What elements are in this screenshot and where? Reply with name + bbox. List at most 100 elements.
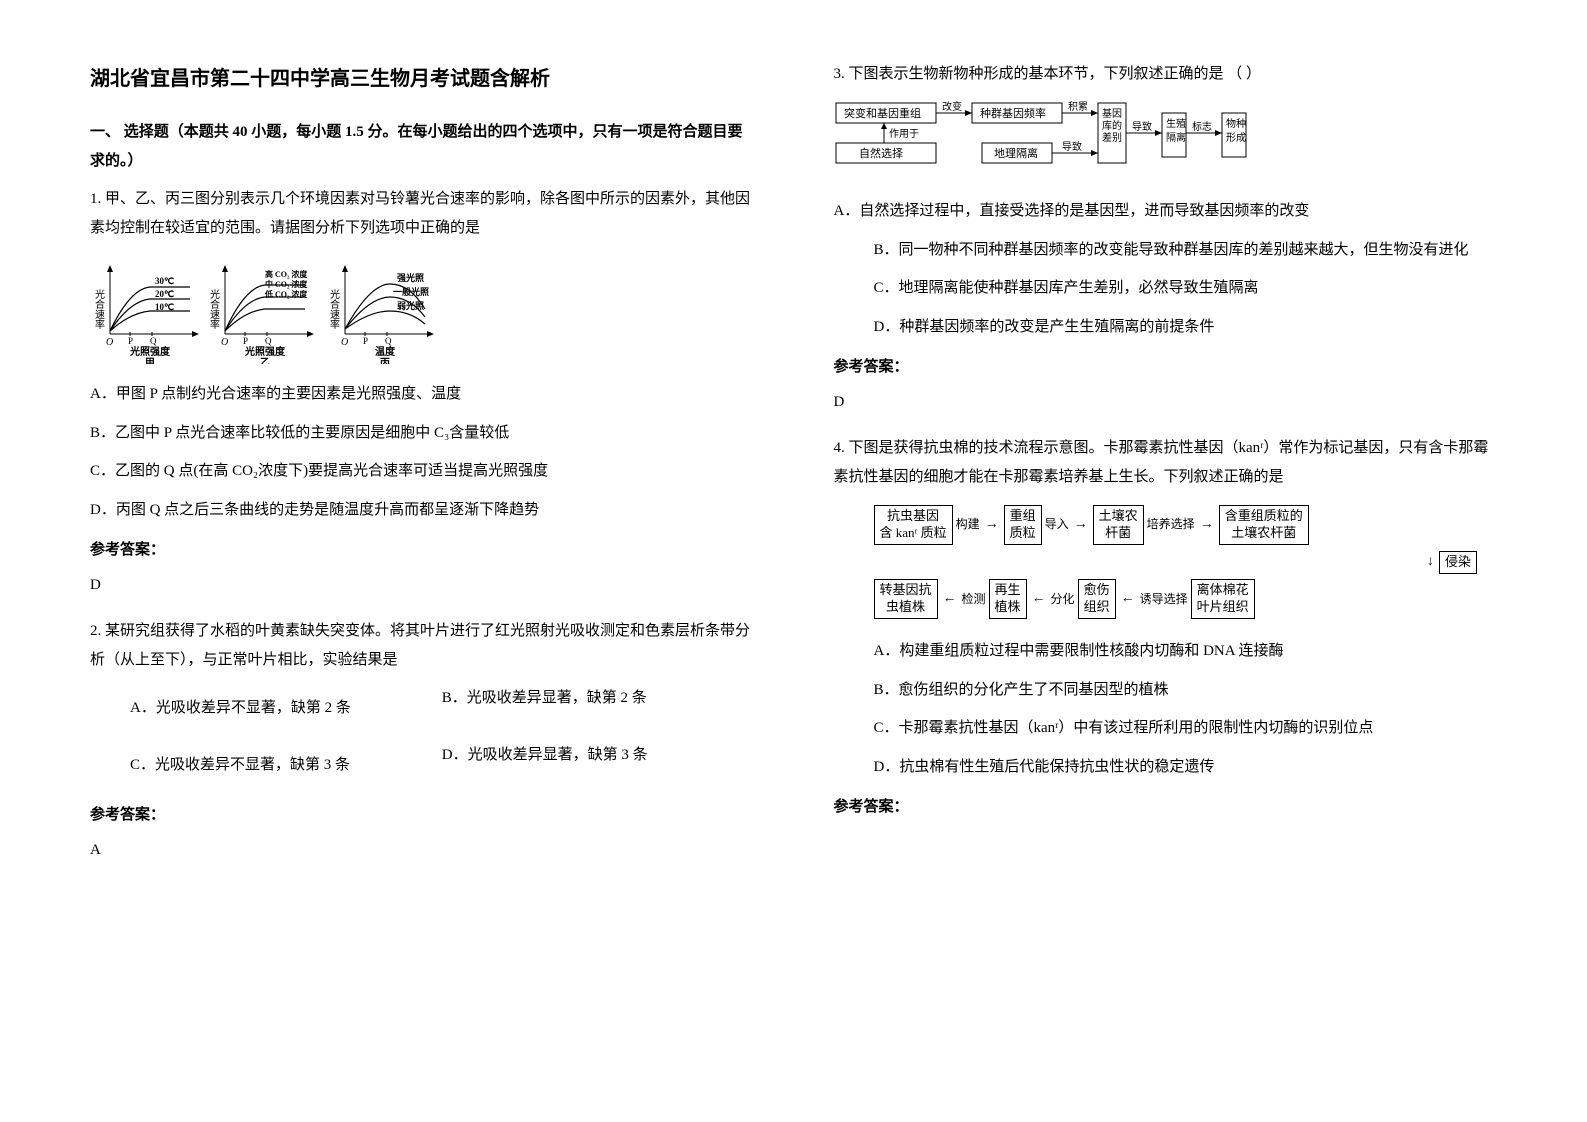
page-title: 湖北省宜昌市第二十四中学高三生物月考试题含解析	[90, 60, 754, 98]
q2-text: 2. 某研究组获得了水稻的叶黄素缺失突变体。将其叶片进行了红光照射光吸收测定和色…	[90, 617, 754, 674]
q3-box-0: 突变和基因重组	[844, 106, 921, 120]
q3-answer: D	[834, 388, 1498, 417]
q3-opt-c: C．地理隔离能使种群基因库产生差别，必然导致生殖隔离	[874, 274, 1498, 303]
svg-text:P: P	[128, 336, 133, 346]
q4-row2: 转基因抗虫植株 ← 检测 再生植株 ← 分化 愈伤组织 ← 诱导选择 离体棉花叶…	[874, 579, 1498, 619]
question-2: 2. 某研究组获得了水稻的叶黄素缺失突变体。将其叶片进行了红光照射光吸收测定和色…	[90, 617, 754, 864]
q4-box-gene: 抗虫基因含 kanʳ 质粒	[874, 505, 953, 545]
svg-text:10℃: 10℃	[155, 302, 174, 312]
q4-box-plant: 转基因抗虫植株	[874, 579, 938, 619]
arrow-right-icon: →	[1072, 512, 1090, 539]
q3-box-5: 自然选择	[859, 146, 903, 160]
arrow-left-icon: ←	[1030, 586, 1048, 613]
q4-lbl-induce: 诱导选择	[1140, 588, 1188, 611]
q4-lbl-test: 检测	[962, 588, 986, 611]
q1-opt-c: C．乙图的 Q 点(在高 CO₂浓度下)要提高光合速率可适当提高光照强度	[90, 457, 754, 486]
svg-text:P: P	[363, 336, 368, 346]
q4-box-regen: 再生植株	[989, 579, 1027, 619]
svg-text:光照强度: 光照强度	[129, 345, 171, 358]
svg-text:作用于: 作用于	[889, 128, 919, 140]
arrow-right-icon: →	[1198, 512, 1216, 539]
q4-opt-a: A．构建重组质粒过程中需要限制性核酸内切酶和 DNA 连接酶	[874, 637, 1498, 666]
svg-text:差别: 差别	[1102, 131, 1122, 144]
svg-text:温度: 温度	[375, 345, 396, 358]
q4-box-callus: 愈伤组织	[1078, 579, 1116, 619]
svg-text:P: P	[243, 336, 248, 346]
q4-box-bacteria: 土壤农杆菌	[1093, 505, 1144, 545]
q1-opt-a: A．甲图 P 点制约光合速率的主要因素是光照强度、温度	[90, 380, 754, 409]
svg-text:低 CO₂ 浓度: 低 CO₂ 浓度	[264, 289, 308, 299]
q1-text: 1. 甲、乙、丙三图分别表示几个环境因素对马铃薯光合速率的影响，除各图中所示的因…	[90, 185, 754, 242]
q2-opt-a: A．光吸收差异不显著，缺第 2 条	[130, 694, 442, 723]
q3-diagram: 突变和基因重组 自然选择 作用于 改变 种群基因频率 地理隔离 积累	[834, 99, 1498, 182]
svg-text:O: O	[221, 337, 228, 348]
q3-box-6: 地理隔离	[994, 146, 1038, 160]
section-header: 一、 选择题（本题共 40 小题，每小题 1.5 分。在每小题给出的四个选项中，…	[90, 118, 754, 175]
q4-lbl-diff: 分化	[1051, 588, 1075, 611]
q4-lbl-import: 导入	[1045, 513, 1069, 536]
svg-text:光合速率: 光合速率	[208, 288, 220, 330]
svg-text:丙: 丙	[380, 357, 390, 364]
svg-text:导致: 导致	[1062, 140, 1082, 153]
svg-text:物种: 物种	[1226, 117, 1246, 130]
q4-box-recomb: 含重组质粒的土壤农杆菌	[1219, 505, 1309, 545]
q2-opt-row1: A．光吸收差异不显著，缺第 2 条 B．光吸收差异显著，缺第 2 条	[90, 684, 754, 733]
svg-text:导致: 导致	[1132, 120, 1152, 133]
q1-opt-d: D．丙图 Q 点之后三条曲线的走势是随温度升高而都呈逐渐下降趋势	[90, 496, 754, 525]
q2-opt-c: C．光吸收差异不显著，缺第 3 条	[130, 751, 442, 780]
q1-answer-label: 参考答案：	[90, 536, 754, 565]
q3-opt-b: B．同一物种不同种群基因频率的改变能导致种群基因库的差别越来越大，但生物没有进化	[874, 236, 1498, 265]
q4-mid: ↓ 侵染	[874, 549, 1498, 576]
svg-text:隔离: 隔离	[1166, 131, 1186, 144]
question-4: 4. 下图是获得抗虫棉的技术流程示意图。卡那霉素抗性基因（kanʳ）常作为标记基…	[834, 434, 1498, 822]
q3-box-1: 种群基因频率	[980, 106, 1046, 120]
svg-text:甲: 甲	[145, 357, 155, 364]
q4-row1: 抗虫基因含 kanʳ 质粒 构建 → 重组质粒 导入 → 土壤农杆菌 培养选择 …	[874, 505, 1498, 545]
svg-text:弱光照: 弱光照	[397, 300, 424, 311]
q1-opt-b: B．乙图中 P 点光合速率比较低的主要原因是细胞中 C₃含量较低	[90, 419, 754, 448]
svg-text:标志: 标志	[1192, 120, 1212, 133]
svg-text:光照强度: 光照强度	[244, 345, 286, 358]
q2-answer-label: 参考答案：	[90, 801, 754, 830]
q3-answer-label: 参考答案：	[834, 353, 1498, 382]
q4-box-plasmid: 重组质粒	[1004, 505, 1042, 545]
q3-opt-d: D．种群基因频率的改变是产生生殖隔离的前提条件	[874, 313, 1498, 342]
svg-text:O: O	[341, 337, 348, 348]
q1-chart: 光合速率 30℃ 20℃ 10℃ O P Q 光照强度	[90, 254, 754, 364]
svg-text:形成: 形成	[1226, 132, 1246, 144]
arrow-down-icon: ↓	[1425, 549, 1436, 576]
q4-opt-c: C．卡那霉素抗性基因（kanʳ）中有该过程所利用的限制性内切酶的识别位点	[874, 714, 1498, 743]
svg-text:Q: Q	[385, 336, 392, 346]
right-column: 3. 下图表示生物新物种形成的基本环节，下列叙述正确的是 （ ） 突变和基因重组…	[834, 60, 1498, 1062]
svg-text:中 CO₂ 浓度: 中 CO₂ 浓度	[265, 279, 308, 289]
q2-opt-d: D．光吸收差异显著，缺第 3 条	[442, 741, 754, 790]
q3-opt-a: A．自然选择过程中，直接受选择的是基因型，进而导致基因频率的改变	[834, 197, 1498, 226]
svg-text:20℃: 20℃	[155, 289, 174, 299]
q4-diagram: 抗虫基因含 kanʳ 质粒 构建 → 重组质粒 导入 → 土壤农杆菌 培养选择 …	[874, 505, 1498, 619]
svg-text:生殖: 生殖	[1166, 117, 1186, 130]
svg-text:一般光照: 一般光照	[393, 286, 429, 297]
left-column: 湖北省宜昌市第二十四中学高三生物月考试题含解析 一、 选择题（本题共 40 小题…	[90, 60, 754, 1062]
svg-text:库的: 库的	[1102, 119, 1122, 132]
q4-opt-d: D．抗虫棉有性生殖后代能保持抗虫性状的稳定遗传	[874, 753, 1498, 782]
q4-text: 4. 下图是获得抗虫棉的技术流程示意图。卡那霉素抗性基因（kanʳ）常作为标记基…	[834, 434, 1498, 491]
arrow-left-icon: ←	[1119, 586, 1137, 613]
q4-lbl-select: 培养选择	[1147, 513, 1195, 536]
svg-text:30℃: 30℃	[155, 276, 174, 286]
svg-text:光合速率: 光合速率	[93, 288, 105, 330]
svg-text:O: O	[106, 337, 113, 348]
q4-box-infect: 侵染	[1439, 551, 1477, 574]
svg-text:强光照: 强光照	[397, 272, 424, 283]
arrow-right-icon: →	[983, 512, 1001, 539]
svg-text:积累: 积累	[1068, 101, 1088, 113]
q2-opt-row2: C．光吸收差异不显著，缺第 3 条 D．光吸收差异显著，缺第 3 条	[90, 741, 754, 790]
svg-text:Q: Q	[150, 336, 157, 346]
q4-opt-b: B．愈伤组织的分化产生了不同基因型的植株	[874, 676, 1498, 705]
q1-answer: D	[90, 571, 754, 600]
q4-lbl-build: 构建	[956, 513, 980, 536]
arrow-left-icon: ←	[941, 586, 959, 613]
svg-text:乙: 乙	[260, 357, 270, 364]
q4-box-leaf: 离体棉花叶片组织	[1191, 579, 1255, 619]
q2-answer: A	[90, 836, 754, 865]
svg-text:Q: Q	[265, 336, 272, 346]
